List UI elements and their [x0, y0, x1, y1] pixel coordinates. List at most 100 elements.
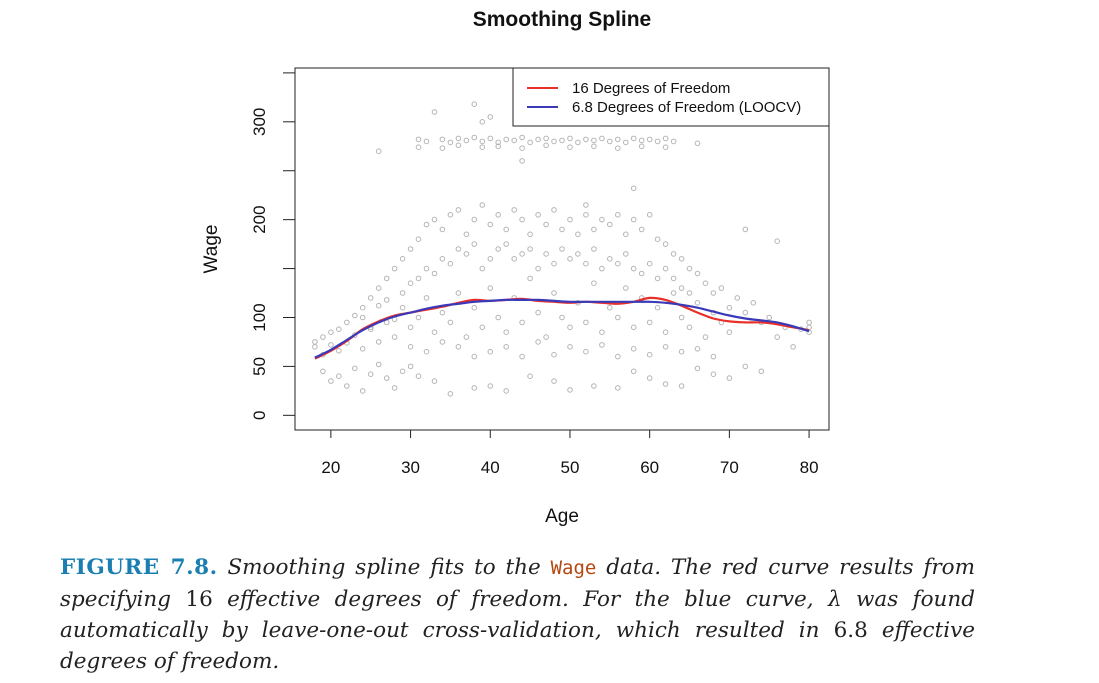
data-point: [463, 137, 470, 144]
data-point: [591, 137, 597, 144]
data-point: [543, 251, 549, 257]
data-point: [806, 319, 812, 326]
data-point: [686, 324, 693, 331]
data-point: [591, 280, 597, 287]
data-point: [726, 329, 733, 336]
data-point: [678, 285, 685, 291]
data-point: [654, 304, 661, 311]
data-point: [630, 185, 637, 192]
data-point: [575, 139, 581, 146]
data-point: [375, 302, 382, 309]
data-point: [359, 314, 366, 321]
data-point: [431, 109, 438, 115]
data-point: [774, 238, 781, 244]
data-point: [607, 256, 613, 262]
data-point: [487, 256, 494, 262]
data-point: [662, 265, 669, 272]
data-point: [495, 139, 502, 146]
data-point: [383, 375, 390, 381]
data-point: [630, 216, 637, 223]
data-point: [551, 138, 557, 145]
data-point: [654, 275, 661, 282]
data-point: [694, 346, 701, 352]
data-point: [567, 144, 573, 150]
data-point: [615, 145, 621, 151]
data-point: [455, 135, 462, 142]
data-point: [583, 136, 589, 143]
data-point: [591, 143, 597, 150]
data-point: [487, 285, 494, 291]
data-point: [519, 251, 525, 257]
data-point: [352, 365, 358, 372]
data-point: [463, 231, 470, 238]
data-point: [367, 371, 374, 378]
data-point: [591, 226, 597, 233]
data-point: [615, 314, 621, 321]
data-point: [678, 348, 685, 355]
data-point: [615, 353, 621, 360]
data-point: [567, 344, 573, 350]
data-point: [535, 309, 541, 316]
data-point: [479, 144, 486, 150]
data-point: [607, 138, 613, 145]
data-point: [591, 246, 597, 252]
data-point: [487, 348, 494, 355]
data-point: [599, 329, 605, 336]
data-point: [439, 136, 446, 143]
data-point: [559, 226, 565, 233]
data-point: [615, 212, 621, 218]
data-point: [415, 236, 422, 242]
data-point: [391, 334, 398, 340]
data-point: [439, 309, 446, 316]
data-point: [559, 137, 565, 144]
data-point: [718, 285, 725, 291]
data-point: [487, 383, 494, 389]
data-point: [455, 290, 462, 296]
data-point: [471, 353, 478, 360]
data-point: [758, 368, 765, 375]
data-point: [423, 265, 430, 272]
data-point: [551, 260, 557, 267]
data-point: [455, 207, 462, 213]
data-point: [774, 334, 781, 340]
data-point: [352, 312, 358, 319]
data-point: [654, 236, 661, 242]
x-tick-label: 60: [640, 458, 659, 477]
data-point: [543, 142, 549, 149]
data-point: [670, 138, 677, 145]
data-point: [399, 256, 406, 262]
data-point: [391, 385, 398, 391]
data-point: [519, 145, 525, 151]
data-point: [694, 270, 701, 277]
data-point: [471, 216, 478, 223]
caption-num-6-8: 6.8: [833, 618, 868, 643]
data-point: [503, 241, 510, 247]
caption-code-wage: Wage: [550, 557, 597, 579]
data-point: [567, 135, 573, 142]
data-point: [519, 158, 525, 164]
data-point: [407, 246, 414, 252]
data-point: [495, 314, 502, 321]
data-point: [710, 371, 717, 378]
data-point: [320, 368, 326, 375]
data-point: [646, 260, 653, 267]
data-point: [638, 226, 645, 233]
data-point: [543, 221, 549, 228]
data-point: [447, 319, 454, 326]
data-point: [423, 348, 430, 355]
data-point: [312, 344, 318, 350]
data-point: [790, 344, 796, 350]
x-tick-label: 80: [800, 458, 819, 477]
data-point: [646, 319, 653, 326]
caption-text-1: Smoothing spline fits to the: [227, 555, 541, 580]
data-point: [535, 339, 541, 345]
data-point: [407, 280, 414, 287]
data-point: [479, 324, 486, 331]
data-point: [415, 136, 422, 143]
data-point: [678, 383, 685, 389]
data-point: [375, 339, 382, 345]
data-point: [415, 314, 422, 321]
data-point: [694, 140, 701, 147]
data-point: [487, 221, 494, 228]
data-point: [630, 346, 637, 352]
